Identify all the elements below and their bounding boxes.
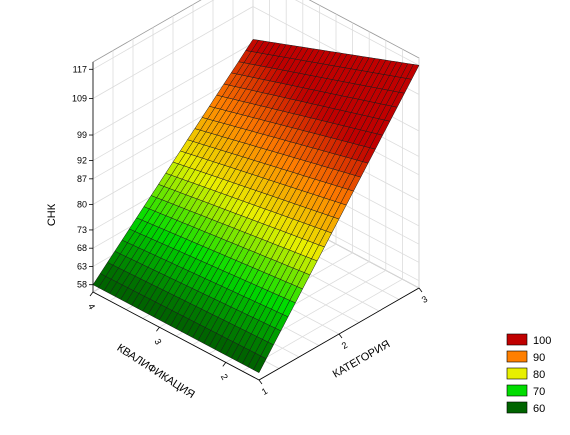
z-tick-label: 117 — [73, 64, 87, 74]
z-tick-label: 73 — [77, 225, 87, 235]
y-tick-label: 3 — [152, 337, 163, 346]
legend-label: 100 — [533, 335, 551, 347]
legend-swatch — [506, 401, 528, 414]
x-tick — [258, 379, 263, 385]
gridline — [242, 278, 403, 372]
z-tick-label: 80 — [77, 199, 87, 209]
legend-label: 70 — [533, 386, 545, 398]
legend-swatch — [506, 350, 528, 363]
y-tick-label: 4 — [86, 302, 97, 311]
y-tick-label: 2 — [219, 372, 230, 381]
legend: 100 90 80 70 60 — [506, 333, 551, 415]
legend-swatch — [506, 333, 528, 346]
gridline — [92, 6, 254, 99]
z-tick-label: 68 — [77, 243, 87, 253]
legend-label: 90 — [533, 352, 545, 364]
z-tick-label: 87 — [77, 174, 87, 184]
x-tick-label: 3 — [420, 294, 429, 305]
z-tick-label: 109 — [72, 94, 87, 104]
y-tick — [156, 326, 160, 332]
y-axis-label: КВАЛИФИКАЦИЯ — [115, 342, 197, 401]
z-tick-label: 92 — [77, 156, 87, 166]
gridline — [92, 42, 254, 136]
x-tick-label: 2 — [340, 340, 349, 351]
z-tick-label: 58 — [77, 280, 87, 290]
surface-cell — [405, 64, 420, 80]
z-tick-label: 63 — [77, 261, 87, 271]
x-tick — [418, 287, 423, 293]
legend-swatch — [506, 367, 528, 380]
y-tick — [89, 291, 94, 297]
x-tick-label: 1 — [260, 386, 269, 397]
y-tick — [222, 362, 227, 367]
x-tick — [338, 333, 343, 339]
z-tick-label: 99 — [77, 130, 87, 140]
gridline — [294, 0, 420, 66]
z-axis-label: СНК — [46, 203, 58, 226]
legend-label: 60 — [533, 403, 545, 415]
surface-layer — [92, 39, 420, 374]
gridline — [92, 0, 215, 70]
legend-swatch — [506, 384, 528, 397]
legend-label: 80 — [533, 369, 545, 381]
y-axis-line — [92, 291, 260, 381]
